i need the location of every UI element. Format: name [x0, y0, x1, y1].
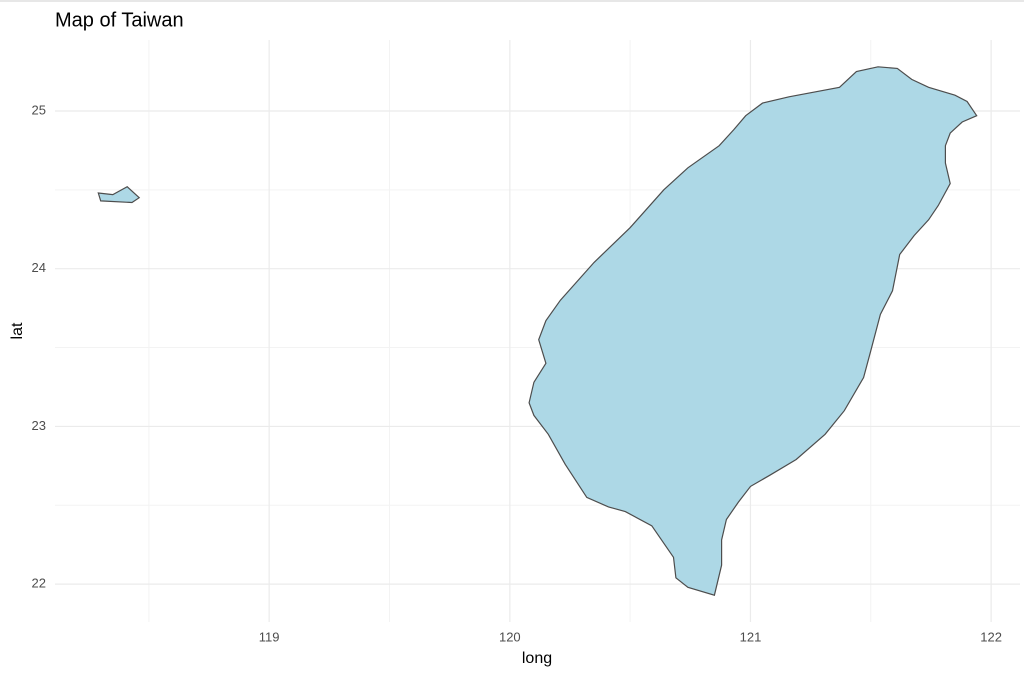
- x-tick-label: 122: [980, 629, 1002, 644]
- x-tick-label: 119: [259, 629, 280, 644]
- x-tick-label: 120: [499, 629, 521, 644]
- land-polygon: [97, 185, 141, 204]
- land-polygon: [528, 66, 978, 596]
- x-axis-label: long: [522, 650, 552, 667]
- y-tick-label: 24: [32, 260, 46, 275]
- chart-title: Map of Taiwan: [55, 9, 184, 31]
- x-tick-label: 121: [740, 629, 762, 644]
- y-tick-label: 25: [32, 102, 46, 117]
- y-axis-label: lat: [9, 322, 26, 339]
- y-tick-label: 22: [32, 576, 46, 591]
- y-tick-label: 23: [32, 418, 46, 433]
